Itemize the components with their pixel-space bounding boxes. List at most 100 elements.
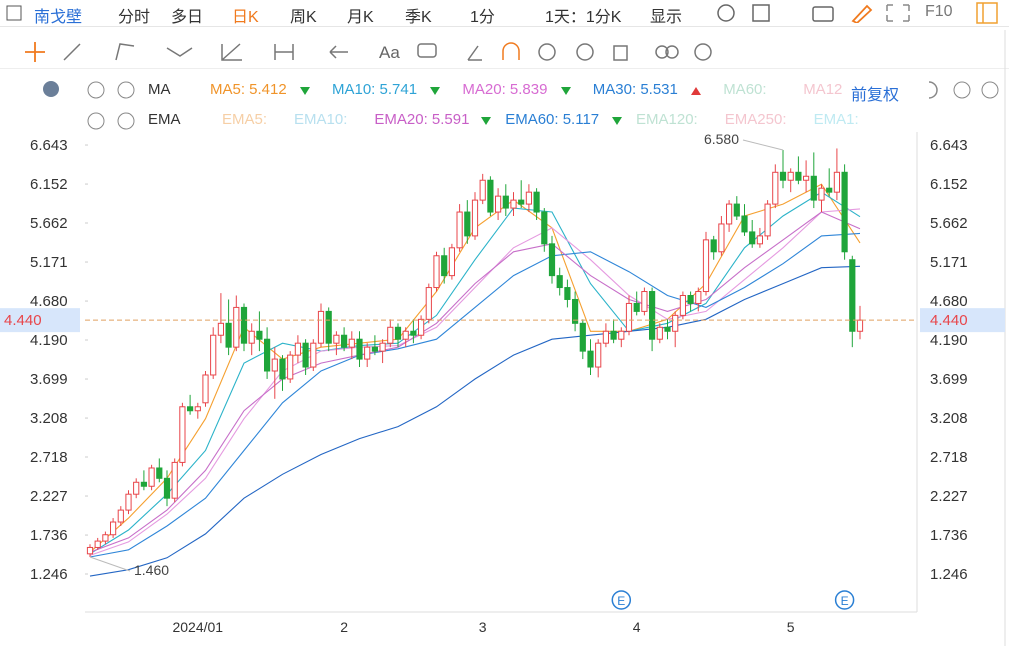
drawing-icons: Aa <box>25 42 712 62</box>
adjust-select[interactable]: 前复权 <box>851 87 900 104</box>
candle-body <box>772 171 779 205</box>
f10-button[interactable]: F10 <box>925 3 953 20</box>
chart-tool[interactable] <box>221 43 242 61</box>
x-tick-label: 4 <box>633 619 641 635</box>
candle-body <box>795 171 802 181</box>
candle-body <box>371 346 378 352</box>
candle-body <box>779 171 787 181</box>
y-tick-label: 5.662 <box>30 215 68 232</box>
settings-icon[interactable] <box>717 4 735 22</box>
period[interactable]: 分时 <box>118 9 151 26</box>
candle-body <box>826 187 833 193</box>
candle-body <box>264 338 271 372</box>
low-label: 1.460 <box>134 562 169 578</box>
candle-body <box>156 467 163 479</box>
low-pointer <box>89 556 131 572</box>
box-icon[interactable] <box>752 4 770 22</box>
legend-entry[interactable]: MA12 <box>803 81 843 98</box>
minute-select[interactable]: 1分 <box>470 9 495 26</box>
legend-entry[interactable]: MA30: 5.531 <box>592 81 678 98</box>
undo-icon[interactable] <box>928 81 938 99</box>
move-tool[interactable] <box>25 42 45 62</box>
candle-body <box>148 467 155 487</box>
zoom-in[interactable] <box>981 81 999 99</box>
zoom-out[interactable] <box>953 81 971 99</box>
range-select[interactable]: 1天：1分K <box>545 9 622 26</box>
wave-tool[interactable] <box>166 47 193 57</box>
candle-body <box>356 338 363 360</box>
legend-entry[interactable]: EMA5: <box>222 111 268 128</box>
measure-tool[interactable] <box>274 44 294 60</box>
ema-settings[interactable] <box>87 112 105 130</box>
candle-body <box>379 342 386 352</box>
candle-body <box>464 211 471 237</box>
ema-label[interactable]: EMA <box>148 111 181 128</box>
candle-body <box>533 191 540 213</box>
font-tool[interactable]: Aa <box>379 43 400 62</box>
ma-close[interactable] <box>117 81 135 99</box>
candle-body <box>302 342 309 368</box>
candle-body <box>140 481 148 487</box>
y-tick-label-right: 6.643 <box>930 137 968 154</box>
ema-close[interactable] <box>117 112 135 130</box>
legend-entry[interactable]: EMA10: <box>294 111 348 128</box>
candle-body <box>125 493 132 511</box>
legend-entry[interactable]: EMA1: <box>813 111 859 128</box>
lock-tool[interactable] <box>538 43 556 61</box>
candle-body <box>687 294 694 304</box>
side-icon[interactable] <box>976 2 998 24</box>
poly-tool[interactable] <box>115 43 135 61</box>
collapse-icon[interactable] <box>43 81 59 97</box>
candle-body <box>856 319 864 332</box>
legend-entry[interactable]: MA20: 5.839 <box>462 81 548 98</box>
line-tool[interactable] <box>63 43 81 61</box>
arrow-tool[interactable] <box>329 45 348 59</box>
legend-entry[interactable]: EMA120: <box>636 111 698 128</box>
event-marker[interactable] <box>834 590 855 610</box>
compare-tool[interactable] <box>655 45 669 59</box>
event-marker[interactable] <box>611 590 632 610</box>
candle-body <box>294 342 301 356</box>
candle-body <box>225 322 232 348</box>
camera-icon[interactable] <box>812 6 834 22</box>
legend-entry[interactable]: MA10: 5.741 <box>332 81 418 98</box>
stock-name[interactable]: 南戈壁 <box>34 9 83 26</box>
period[interactable]: 季K <box>405 9 432 26</box>
pen-icon[interactable] <box>851 4 873 23</box>
panel-icon[interactable] <box>6 5 22 21</box>
display-menu[interactable]: 显示 <box>650 9 683 26</box>
note-tool[interactable] <box>417 43 437 58</box>
y-tick-label: 5.171 <box>30 254 68 271</box>
candle-body <box>233 306 240 348</box>
hide-tool[interactable] <box>576 43 594 61</box>
trend-arrow <box>691 87 702 95</box>
candle-body <box>541 211 548 245</box>
fullscreen-icon[interactable] <box>886 4 910 22</box>
period[interactable]: 多日 <box>171 9 204 26</box>
candle-body <box>240 306 248 344</box>
period[interactable]: 月K <box>347 9 374 26</box>
angle-tool[interactable] <box>467 45 482 61</box>
magnet-tool[interactable] <box>502 42 520 60</box>
ma-label[interactable]: MA <box>148 81 171 98</box>
legend-entry[interactable]: EMA20: 5.591 <box>374 111 470 128</box>
legend-entry[interactable]: MA5: 5.412 <box>210 81 287 98</box>
delete-tool[interactable] <box>613 45 628 61</box>
candle-body <box>695 291 702 304</box>
legend-entry[interactable]: MA60: <box>723 81 767 98</box>
trend-arrow <box>300 87 310 95</box>
last-price-label: 4.440 <box>4 312 42 329</box>
period-active[interactable]: 日K <box>232 9 259 26</box>
candle-body <box>564 287 571 300</box>
candle-body <box>841 171 848 253</box>
last-price-box <box>920 308 1005 333</box>
settings-tool[interactable] <box>694 43 712 61</box>
candle-body <box>602 330 609 344</box>
candle-body <box>279 358 286 380</box>
candle-body <box>587 350 594 368</box>
legend-entry[interactable]: EMA250: <box>724 111 787 128</box>
legend-entry[interactable]: EMA60: 5.117 <box>505 111 600 128</box>
candle-body <box>117 509 124 523</box>
ma-settings[interactable] <box>87 81 105 99</box>
period[interactable]: 周K <box>290 9 317 26</box>
